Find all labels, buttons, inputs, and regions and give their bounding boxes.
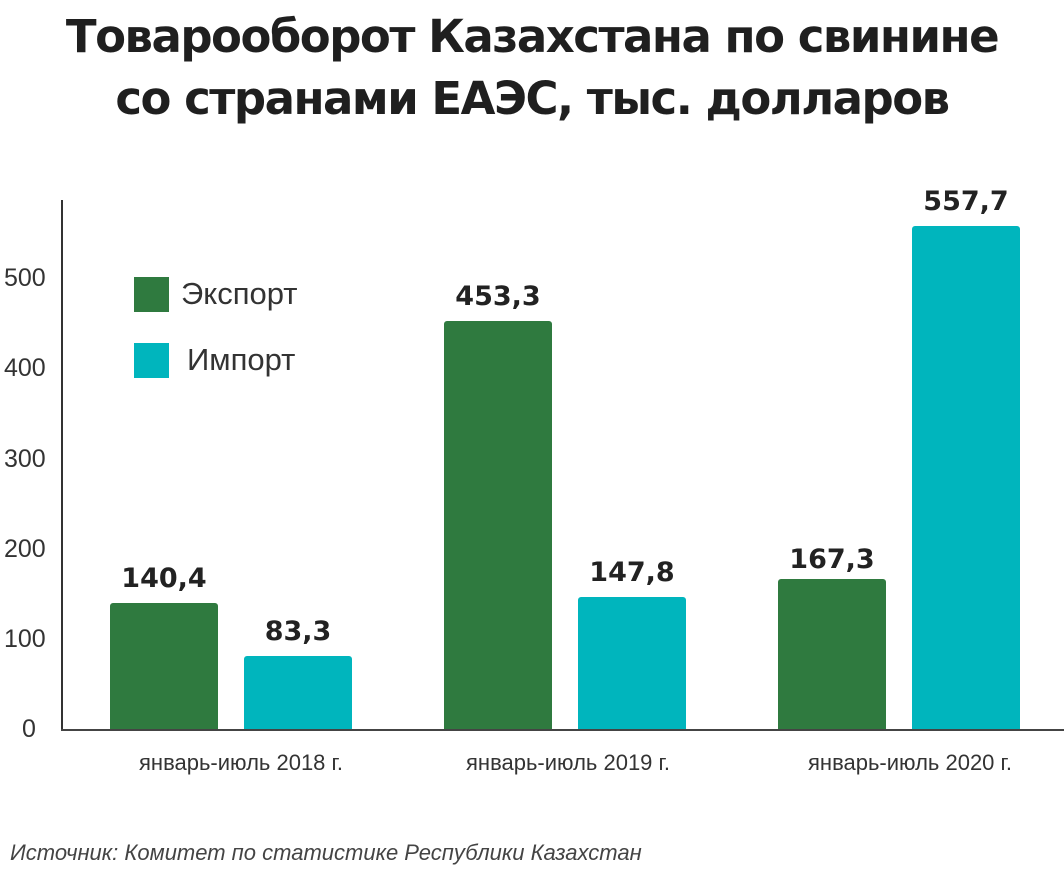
bar-import-2019 xyxy=(578,597,686,729)
bar-import-2018 xyxy=(244,656,352,729)
category-label-2020: январь-июль 2020 г. xyxy=(808,750,1012,775)
value-label-export-2019: 453,3 xyxy=(455,281,541,312)
legend-swatch-export xyxy=(134,276,169,312)
bar-export-2019 xyxy=(444,321,552,729)
value-label-import-2020: 557,7 xyxy=(923,186,1009,217)
title-line-2: со странами ЕАЭС, тыс. долларов xyxy=(115,72,950,125)
legend-item-export: Экспорт xyxy=(134,276,297,312)
value-label-export-2020: 167,3 xyxy=(789,544,875,575)
y-tick-200: 200 xyxy=(4,535,46,563)
title-line-1: Товарооборот Казахстана по свинине xyxy=(65,10,1000,63)
y-tick-500: 500 xyxy=(4,264,46,292)
legend-label-export: Экспорт xyxy=(181,276,298,311)
source-note: Источник: Комитет по статистике Республи… xyxy=(10,840,642,865)
legend-swatch-import xyxy=(134,342,169,378)
value-label-import-2019: 147,8 xyxy=(589,557,675,588)
y-tick-100: 100 xyxy=(4,625,46,653)
chart-title: Товарооборот Казахстана по свинине со ст… xyxy=(0,6,1064,130)
y-tick-0: 0 xyxy=(22,715,36,743)
value-label-import-2018: 83,3 xyxy=(264,616,332,647)
value-label-export-2018: 140,4 xyxy=(121,563,207,594)
x-axis-line xyxy=(61,729,1064,731)
category-label-2019: январь-июль 2019 г. xyxy=(466,750,670,775)
y-tick-300: 300 xyxy=(4,445,46,473)
category-label-2018: январь-июль 2018 г. xyxy=(139,750,343,775)
legend-item-import: Импорт xyxy=(134,342,295,378)
y-axis-line xyxy=(61,200,63,730)
bar-export-2020 xyxy=(778,579,886,729)
bar-export-2018 xyxy=(110,603,218,729)
legend-label-import: Импорт xyxy=(187,342,296,377)
y-tick-400: 400 xyxy=(4,354,46,382)
bar-import-2020 xyxy=(912,226,1020,729)
